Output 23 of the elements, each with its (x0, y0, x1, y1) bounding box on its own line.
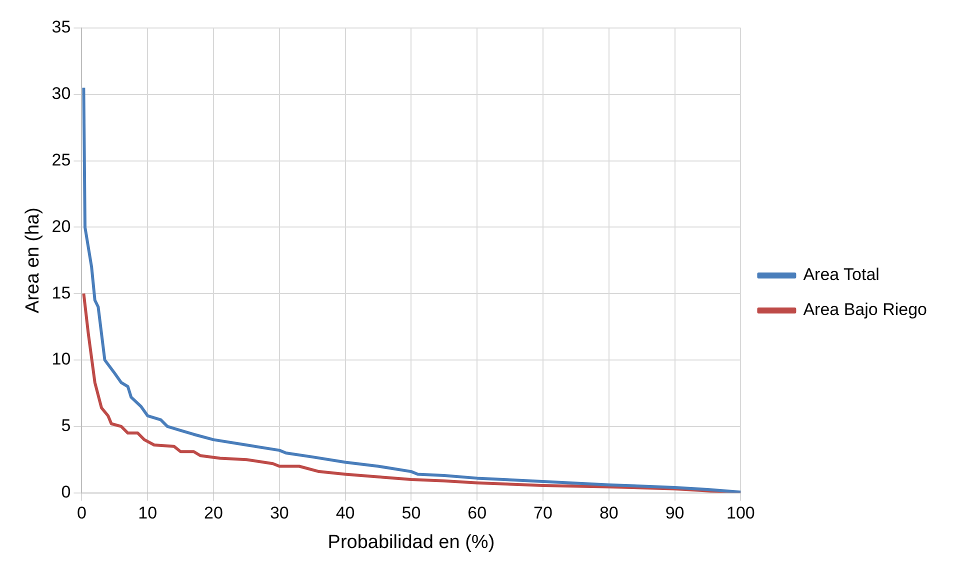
y-axis-title: Area en (ha) (22, 208, 44, 314)
y-tick-label: 10 (52, 350, 71, 369)
y-tick-label: 35 (52, 18, 71, 37)
x-axis-title: Probabilidad en (%) (328, 532, 495, 553)
x-tick-label: 0 (76, 504, 86, 523)
y-tick-label: 0 (61, 482, 71, 502)
x-tick-label: 50 (402, 504, 421, 523)
x-tick-label: 70 (534, 504, 552, 523)
y-tick-label: 5 (61, 416, 71, 436)
legend-label: Area Total (803, 265, 880, 284)
x-tick-label: 60 (468, 504, 487, 523)
y-tick-label: 25 (52, 150, 71, 170)
x-tick-label: 40 (336, 504, 355, 523)
y-tick-label: 20 (52, 216, 71, 236)
x-tick-label: 100 (726, 504, 755, 523)
y-tick-label: 30 (52, 84, 71, 104)
x-tick-label: 20 (204, 504, 223, 523)
x-tick-label: 90 (665, 504, 684, 523)
x-tick-label: 30 (270, 504, 289, 523)
x-tick-label: 80 (599, 504, 618, 523)
y-tick-label: 15 (52, 283, 71, 302)
legend-label: Area Bajo Riego (803, 300, 928, 320)
x-tick-label: 10 (138, 504, 158, 523)
